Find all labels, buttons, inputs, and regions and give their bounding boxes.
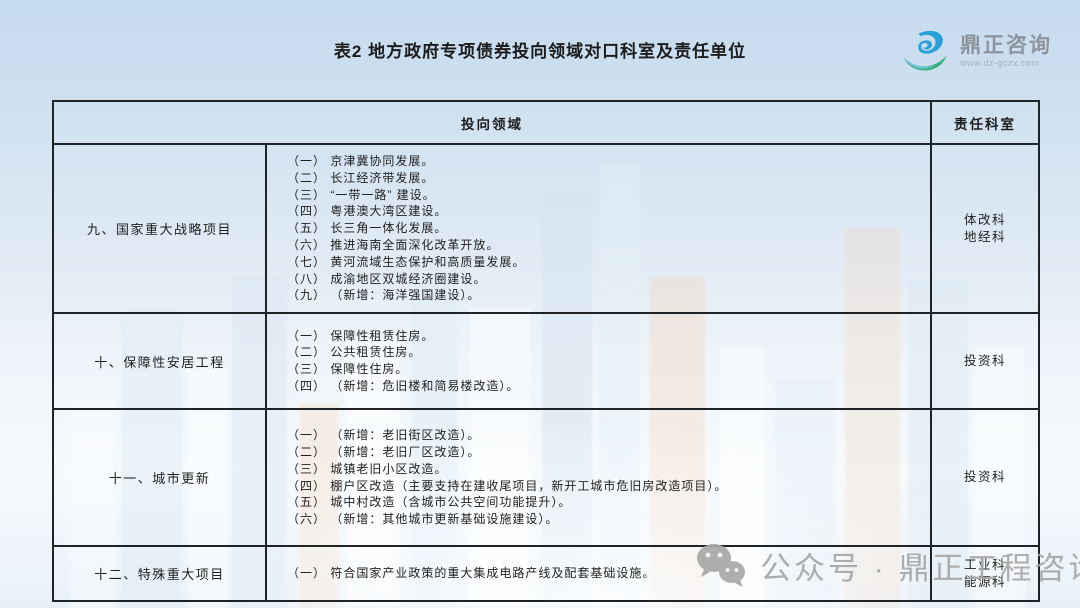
item-line: （一） 符合国家产业政策的重大集成电路产线及配套基础设施。 [287,566,656,581]
item-line: （七） 黄河流域生态保护和高质量发展。 [287,254,526,269]
item-line: （一） （新增：老旧街区改造）。 [287,428,481,443]
item-line: （二） 长江经济带发展。 [287,170,435,185]
category-cell: 十、保障性安居工程 [52,312,267,411]
dept-line: 投资科 [963,470,1006,485]
brand-logo-icon [903,30,947,71]
col-header-investment-area: 投向领域 [52,100,932,145]
table-row: 九、国家重大战略项目 （一） 京津冀协同发展。 （二） 长江经济带发展。 （三） “一… [52,142,1040,315]
table-row: 十二、特殊重大项目 （一） 符合国家产业政策的重大集成电路产线及配套基础设施。 工业… [52,545,1040,603]
wechat-icon [697,544,745,587]
item-line: （四） （新增：危旧楼和简易楼改造）。 [287,378,520,393]
watermark-text: 公众号 · 鼎正工程咨询 [760,550,1080,586]
dept-cell: 投资科 [930,312,1040,411]
item-line: （二） （新增：老旧厂区改造）。 [287,445,481,460]
watermark: 公众号 · 鼎正工程咨询 [694,541,1080,589]
table-row: 十一、城市更新 （一） （新增：老旧街区改造）。 （二） （新增：老旧厂区改造）。（… [52,408,1040,548]
items-cell: （一） 保障性租赁住房。 （二） 公共租赁住房。 （三） 保障性住房。 （四） （新增… [265,312,932,411]
item-line: （六） （新增：其他城市更新基础设施建设）。 [287,512,559,527]
dept-line: 能源科 [963,574,1006,589]
brand-url: www.dz-gczx.com [960,58,1040,69]
item-line: （三） 城镇老旧小区改造。 [287,461,448,476]
item-line: （四） 棚户区改造（主要支持在建收尾项目，新开工城市危旧房改造项目）。 [287,478,728,493]
dept-line: 投资科 [963,353,1006,368]
category-cell: 九、国家重大战略项目 [52,142,267,315]
dept-line: 工业科 [963,557,1006,572]
items-cell: （一） 符合国家产业政策的重大集成电路产线及配套基础设施。 [265,545,932,603]
table-row: 十、保障性安居工程 （一） 保障性租赁住房。 （二） 公共租赁住房。 （三） 保障性住… [52,312,1040,411]
category-cell: 十二、特殊重大项目 [52,545,267,603]
item-line: （六） 推进海南全面深化改革开放。 [287,237,500,252]
brand-name: 鼎正咨询 [960,34,1052,58]
items-cell: （一） 京津冀协同发展。 （二） 长江经济带发展。 （三） “一带一路” 建设。 （四… [265,142,932,315]
item-line: （三） 保障性住房。 [287,362,409,377]
item-line: （五） 长三角一体化发展。 [287,221,448,236]
dept-line: 地经科 [963,229,1006,244]
item-line: （二） 公共租赁住房。 [287,345,422,360]
item-line: （八） 成渝地区双城经济圈建设。 [287,271,487,286]
dept-line: 体改科 [963,212,1006,227]
item-line: （一） 京津冀协同发展。 [287,154,435,168]
dept-cell: 体改科 地经科 [930,142,1040,315]
col-header-responsible-dept: 责任科室 [930,100,1040,145]
dept-cell: 投资科 [930,408,1040,548]
header-row: 投向领域 责任科室 [52,100,1040,145]
investment-areas-table: 投向领域 责任科室 九、国家重大战略项目 （一） 京津冀协同发展。 （二） 长江经济… [52,100,1040,603]
dept-cell: 工业科 能源科 [930,545,1040,603]
item-line: （五） 城中村改造（含城市公共空间功能提升）。 [287,495,572,510]
page-title: 表2 地方政府专项债券投向领域对口科室及责任单位 [333,42,747,61]
category-cell: 十一、城市更新 [52,408,267,548]
items-cell: （一） （新增：老旧街区改造）。 （二） （新增：老旧厂区改造）。 （三） 城镇老旧… [265,408,932,548]
item-line: （三） “一带一路” 建设。 [287,187,436,202]
item-line: （一） 保障性租赁住房。 [287,328,435,343]
brand-logo: 鼎正咨询 www.dz-gczx.com [898,28,1052,76]
item-line: （九） （新增：海洋强国建设）。 [287,288,481,303]
item-line: （四） 粤港澳大湾区建设。 [287,204,448,219]
